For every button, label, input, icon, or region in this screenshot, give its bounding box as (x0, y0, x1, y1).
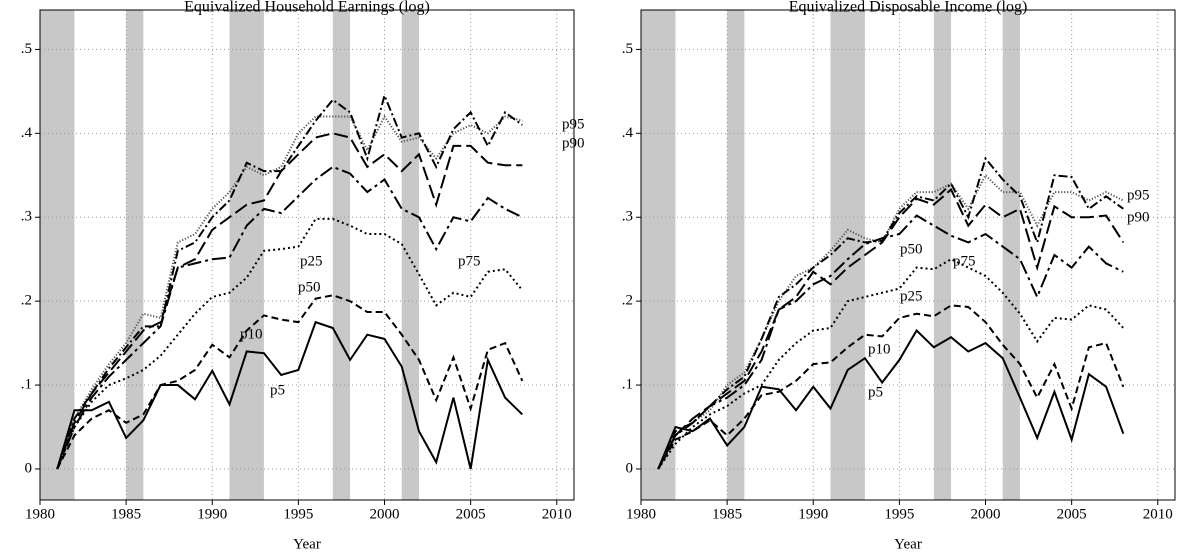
y-tick-label: .3 (21, 209, 32, 225)
series-line (657, 187, 1125, 470)
series-line (657, 304, 1125, 470)
series-line (657, 328, 1125, 470)
recession-band (641, 10, 676, 500)
series-line (56, 165, 523, 470)
recession-band (1002, 10, 1020, 500)
series-line (657, 214, 1124, 470)
recession-band (727, 10, 745, 500)
series-line (657, 258, 1125, 470)
series-label: p25 (900, 288, 923, 304)
series-label: p50 (298, 279, 321, 295)
series-line (657, 156, 1124, 470)
y-tick-label: 0 (25, 460, 33, 476)
recession-band (229, 10, 264, 500)
x-tick-label: 1995 (283, 506, 313, 522)
x-tick-label: 1980 (25, 506, 55, 522)
x-tick-label: 2000 (971, 506, 1001, 522)
plot-frame (640, 9, 1176, 501)
y-tick-label: .5 (21, 41, 32, 57)
series-line (56, 217, 524, 470)
series-line (56, 294, 524, 470)
x-tick-label: 1985 (712, 506, 742, 522)
chart-title: Equivalized Household Earnings (log) (184, 0, 430, 16)
y-tick-label: .4 (21, 125, 33, 141)
y-tick-label: .2 (21, 293, 32, 309)
series-label: p95 (1127, 187, 1150, 203)
series-label: p90 (1127, 209, 1150, 225)
y-tick-label: .1 (21, 376, 32, 392)
series-label: p10 (240, 326, 263, 342)
x-tick-label: 1995 (884, 506, 914, 522)
x-tick-label: 2000 (370, 506, 400, 522)
series-label: p75 (953, 253, 976, 269)
x-tick-label: 1985 (111, 506, 141, 522)
x-tick-label: 2005 (456, 506, 486, 522)
plot-frame (39, 9, 575, 501)
recession-band (933, 10, 952, 500)
series-label: p95 (562, 116, 585, 132)
x-tick-label: 2010 (542, 506, 572, 522)
series-line (56, 320, 524, 470)
x-axis-label: Year (293, 536, 321, 552)
y-tick-label: .2 (622, 293, 633, 309)
series-label: p75 (458, 253, 481, 269)
x-tick-label: 2010 (1143, 506, 1173, 522)
y-tick-label: .4 (622, 125, 634, 141)
series-label: p90 (562, 135, 585, 151)
series-label: p10 (868, 341, 891, 357)
chart-title: Equivalized Disposable Income (log) (789, 0, 1028, 16)
y-tick-label: .3 (622, 209, 633, 225)
series-line (56, 114, 523, 470)
recession-band (332, 10, 351, 500)
x-tick-label: 1980 (626, 506, 656, 522)
y-tick-label: 0 (626, 460, 634, 476)
series-label: p25 (300, 253, 323, 269)
recession-band (830, 10, 865, 500)
recession-band (126, 10, 144, 500)
recession-band (40, 10, 75, 500)
series-label: p5 (868, 384, 883, 400)
y-tick-label: .5 (622, 41, 633, 57)
series-label: p5 (270, 382, 285, 398)
series-label: p50 (900, 241, 923, 257)
x-axis-label: Year (894, 536, 922, 552)
series-line (56, 132, 523, 470)
x-tick-label: 1990 (197, 506, 227, 522)
x-tick-label: 1990 (798, 506, 828, 522)
series-line (56, 92, 523, 470)
recession-band (401, 10, 419, 500)
x-tick-label: 2005 (1057, 506, 1087, 522)
y-tick-label: .1 (622, 376, 633, 392)
